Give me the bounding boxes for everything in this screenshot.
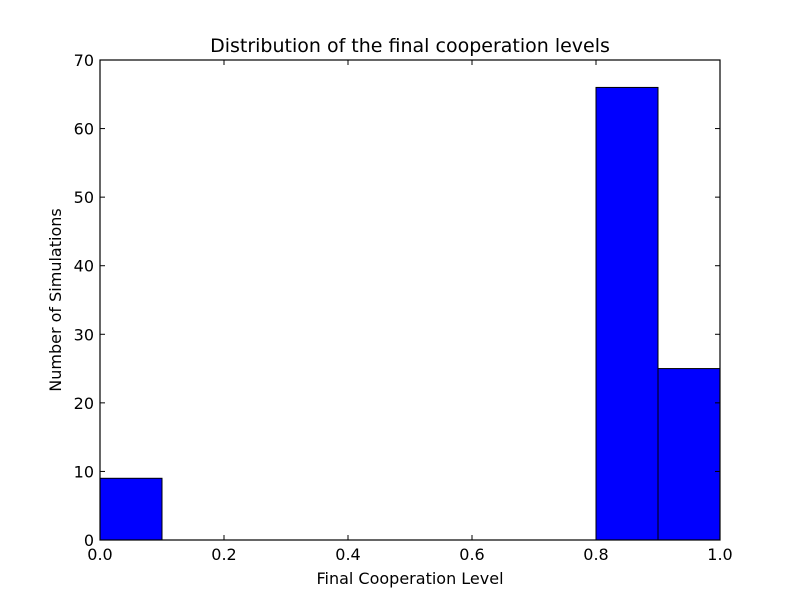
ticks-layer: 0.0 0.2 0.4 0.6 0.8 1.0 0 10 20 30 40 50 60 70 bbox=[74, 51, 733, 564]
y-tick-label: 20 bbox=[74, 394, 94, 413]
y-tick-label: 40 bbox=[74, 257, 94, 276]
chart-title: Distribution of the final cooperation le… bbox=[210, 35, 610, 57]
x-tick-label: 0.4 bbox=[335, 545, 360, 564]
bars-layer bbox=[99, 86, 721, 541]
histogram-bar-1 bbox=[595, 86, 659, 541]
y-tick-label: 60 bbox=[74, 120, 94, 139]
x-tick-label: 0.6 bbox=[459, 545, 484, 564]
y-tick-label: 70 bbox=[74, 51, 94, 70]
x-tick-label: 0.0 bbox=[87, 545, 112, 564]
x-tick-label: 1.0 bbox=[707, 545, 732, 564]
x-axis-title: Final Cooperation Level bbox=[316, 569, 503, 588]
y-tick-label: 0 bbox=[84, 531, 94, 550]
x-tick-label: 0.8 bbox=[583, 545, 608, 564]
histogram-bar-2 bbox=[657, 368, 721, 541]
plot-area-frame bbox=[99, 59, 721, 541]
y-tick-label: 50 bbox=[74, 188, 94, 207]
x-tick-label: 0.2 bbox=[211, 545, 236, 564]
y-axis-title: Number of Simulations bbox=[46, 208, 65, 391]
y-tick-label: 30 bbox=[74, 325, 94, 344]
histogram-bar-0 bbox=[99, 477, 163, 541]
y-tick-label: 10 bbox=[74, 462, 94, 481]
